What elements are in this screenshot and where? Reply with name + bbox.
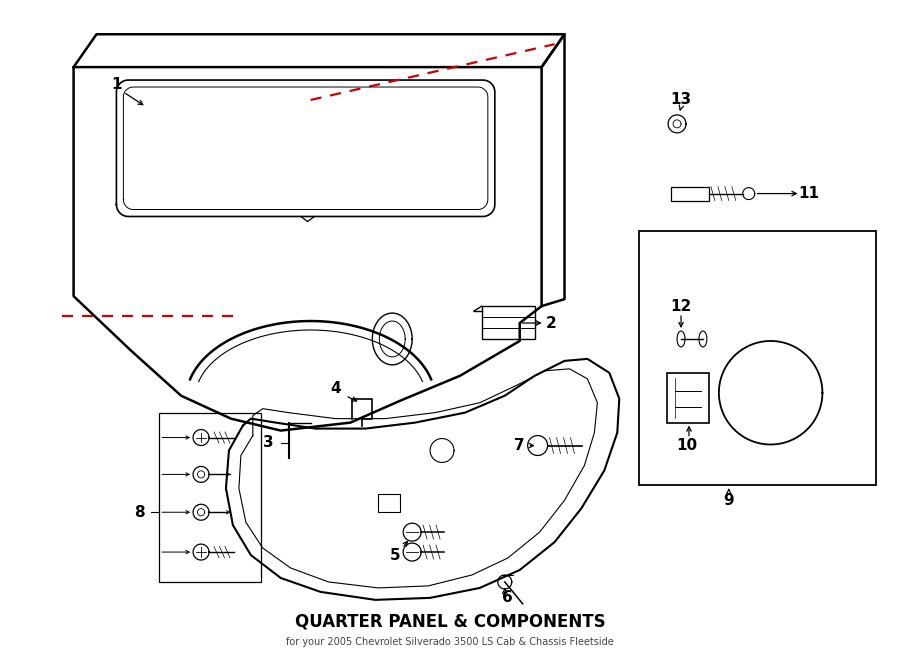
Text: 7: 7	[515, 438, 525, 453]
Text: 12: 12	[670, 299, 692, 313]
Text: 11: 11	[798, 186, 819, 201]
Text: 3: 3	[264, 435, 274, 450]
Text: 6: 6	[502, 590, 513, 605]
Text: 4: 4	[330, 381, 341, 396]
Bar	[159, 412, 261, 582]
Text: 9: 9	[724, 493, 734, 508]
Bar	[639, 231, 877, 485]
Bar	[667, 373, 709, 422]
Text: 5: 5	[390, 547, 400, 563]
Text: for your 2005 Chevrolet Silverado 3500 LS Cab & Chassis Fleetside: for your 2005 Chevrolet Silverado 3500 L…	[286, 637, 614, 646]
Text: 2: 2	[546, 315, 557, 330]
Bar	[378, 494, 400, 512]
Text: 8: 8	[134, 505, 145, 520]
Bar	[671, 186, 709, 200]
Text: 13: 13	[670, 93, 691, 108]
Text: 1: 1	[112, 77, 122, 91]
Bar	[482, 306, 535, 339]
Text: 10: 10	[677, 438, 698, 453]
Text: QUARTER PANEL & COMPONENTS: QUARTER PANEL & COMPONENTS	[294, 613, 606, 631]
